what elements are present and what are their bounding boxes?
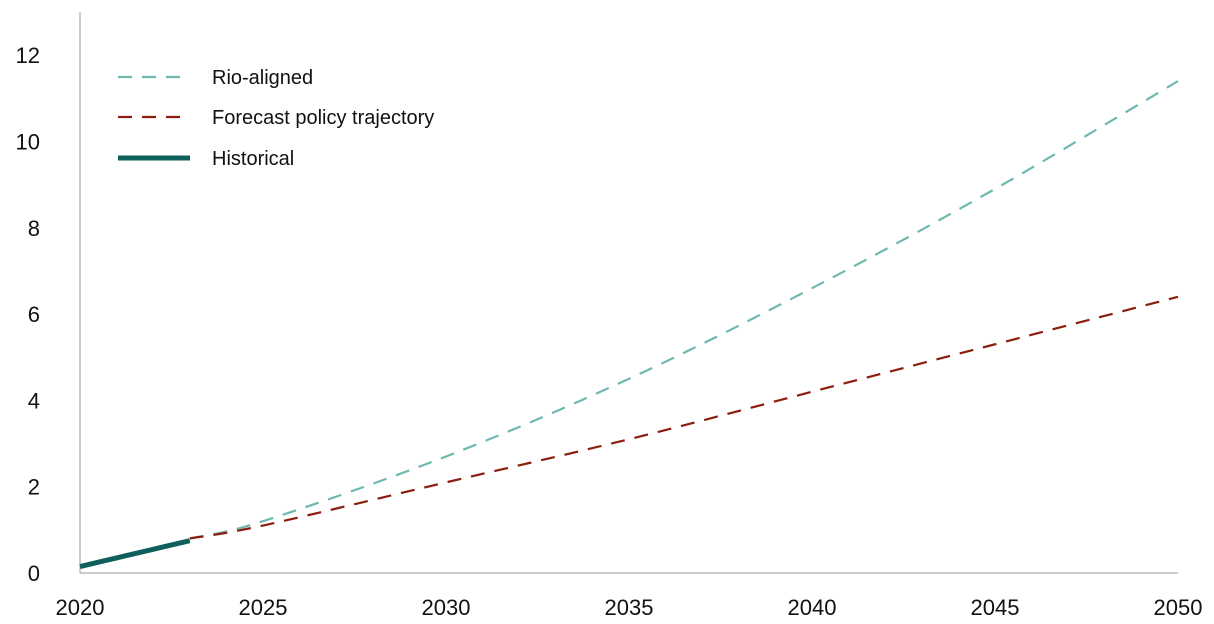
series-line-rio-aligned	[189, 80, 1179, 540]
y-tick-label: 6	[28, 302, 40, 327]
x-tick-label: 2030	[422, 595, 471, 620]
series-layer	[79, 80, 1179, 569]
x-tick-label: 2040	[788, 595, 837, 620]
x-tick-label: 2020	[56, 595, 105, 620]
legend-label-historical: Historical	[212, 148, 294, 170]
series-line-forecast-policy-trajectory	[189, 295, 1179, 540]
y-tick-label: 4	[28, 388, 40, 413]
series-line-historical	[79, 538, 191, 569]
x-tick-label: 2025	[239, 595, 288, 620]
y-tick-label: 8	[28, 216, 40, 241]
x-tick-label: 2045	[971, 595, 1020, 620]
y-tick-label: 2	[28, 475, 40, 500]
tick-labels: 0 2 4 6 8 10 12 2020 2025 2030 2035 2040 2045 2050	[16, 43, 1203, 620]
x-tick-label: 2035	[605, 595, 654, 620]
x-tick-label: 2050	[1154, 595, 1203, 620]
legend-label-rio-aligned: Rio-aligned	[212, 67, 313, 89]
y-tick-label: 12	[16, 43, 40, 68]
legend: Rio-aligned Forecast policy trajectory His…	[118, 67, 434, 170]
y-tick-label: 0	[28, 561, 40, 586]
axes	[79, 12, 1178, 574]
y-tick-label: 10	[16, 129, 40, 154]
legend-label-forecast-policy-trajectory: Forecast policy trajectory	[212, 107, 434, 129]
